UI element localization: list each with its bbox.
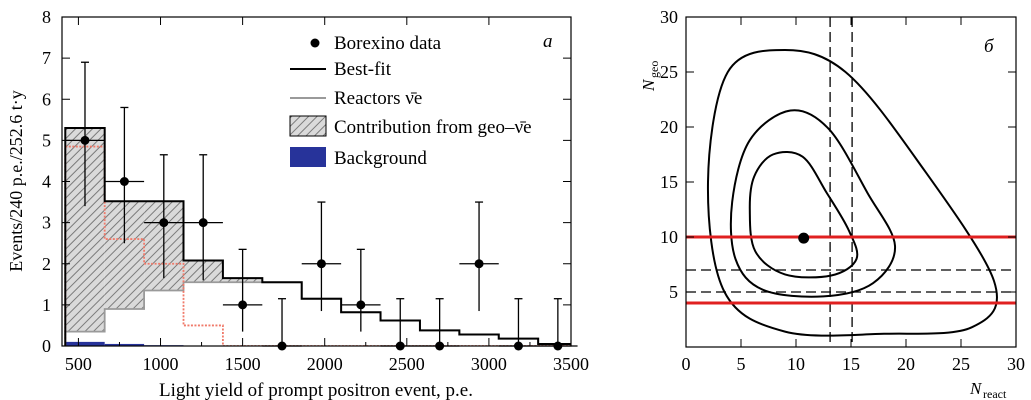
data-point	[80, 135, 90, 145]
legend-label-data: Borexino data	[334, 33, 442, 54]
data-point	[119, 177, 129, 186]
y-tick-label-b: 20	[660, 117, 678, 137]
y-axis-label-b: N geo	[639, 61, 661, 92]
legend-label-bestfit: Best-fit	[334, 59, 392, 80]
legend: Borexino data Best-fit Reactors ν̄e Cont…	[289, 33, 532, 169]
panel-b-label: б	[984, 36, 995, 57]
x-tick-label-b: 25	[952, 354, 970, 374]
x-tick-label-b: 15	[842, 354, 860, 374]
x-tick-label-a: 3000	[471, 354, 507, 374]
x-tick-label-b: 0	[682, 354, 691, 374]
x-tick-label-a: 500	[65, 354, 92, 374]
svg-text:N: N	[969, 379, 983, 398]
best-fit-point	[798, 232, 810, 244]
x-tick-label-a: 2000	[307, 354, 343, 374]
y-tick-label-b: 25	[660, 62, 678, 82]
x-tick-label-b: 10	[787, 354, 805, 374]
data-point	[159, 218, 169, 228]
y-tick-label-a: 4	[42, 172, 51, 192]
svg-text:geo: geo	[647, 61, 661, 78]
panel-b: 0 5 10 15 20 25 30 5 10 15 20 25 30 б N react N geo	[639, 7, 1025, 400]
data-point	[238, 300, 248, 310]
svg-text:react: react	[983, 387, 1007, 400]
x-axis-label-a: Light yield of prompt positron event, p.…	[159, 380, 473, 400]
contour-middle	[729, 109, 897, 298]
data-point	[316, 259, 326, 269]
legend-marker-data	[310, 38, 320, 48]
data-point	[474, 259, 484, 269]
best-fit-step-line	[64, 127, 571, 346]
legend-label-background: Background	[334, 148, 427, 169]
legend-marker-geo	[289, 115, 327, 137]
y-tick-label-a: 3	[42, 213, 51, 233]
histogram-plot	[64, 127, 571, 346]
y-tick-label-a: 7	[42, 48, 51, 68]
panel-a: 500 1000 1500 2000 2500 3000 3500 0 1 2 3 4 5 6 7 8 a L…	[6, 7, 589, 400]
y-tick-label-a: 1	[42, 295, 51, 315]
legend-label-geo: Contribution from geo–ν̄e	[334, 117, 532, 138]
x-tick-label-a: 1000	[143, 354, 179, 374]
contour-outer	[706, 48, 999, 337]
y-tick-label-b: 15	[660, 172, 678, 192]
y-tick-label-a: 8	[42, 7, 51, 27]
x-tick-label-b: 30	[1007, 354, 1025, 374]
y-tick-label-b: 5	[669, 282, 678, 302]
y-axis-label-a: Events/240 p.e./252.6 t·y	[6, 90, 26, 271]
data-points	[65, 61, 578, 351]
legend-marker-background	[290, 147, 326, 167]
contour-inner	[748, 150, 859, 279]
background-bar	[65, 341, 105, 346]
panel-a-label: a	[543, 31, 553, 52]
data-point	[198, 218, 208, 228]
background-bar	[104, 343, 145, 346]
x-tick-label-b: 20	[897, 354, 915, 374]
y-tick-label-a: 2	[42, 254, 51, 274]
legend-label-reactors: Reactors ν̄e	[334, 88, 422, 109]
y-tick-label-b: 10	[660, 227, 678, 247]
y-tick-label-b: 30	[660, 7, 678, 27]
data-point	[356, 300, 366, 310]
contour-plot	[686, 17, 1016, 347]
y-tick-label-a: 6	[42, 89, 51, 109]
y-tick-label-a: 5	[42, 130, 51, 150]
x-axis-label-b: N react	[969, 379, 1007, 400]
plot-b-axes: 0 5 10 15 20 25 30 5 10 15 20 25 30	[660, 7, 1025, 374]
y-tick-label-a: 0	[42, 336, 51, 356]
x-tick-label-a: 3500	[553, 354, 589, 374]
x-tick-label-a: 2500	[389, 354, 425, 374]
svg-text:N: N	[639, 78, 658, 92]
x-tick-label-b: 5	[737, 354, 746, 374]
x-tick-label-a: 1500	[225, 354, 261, 374]
plot-a-axes: 500 1000 1500 2000 2500 3000 3500 0 1 2 3 4 5 6 7 8	[42, 7, 589, 374]
